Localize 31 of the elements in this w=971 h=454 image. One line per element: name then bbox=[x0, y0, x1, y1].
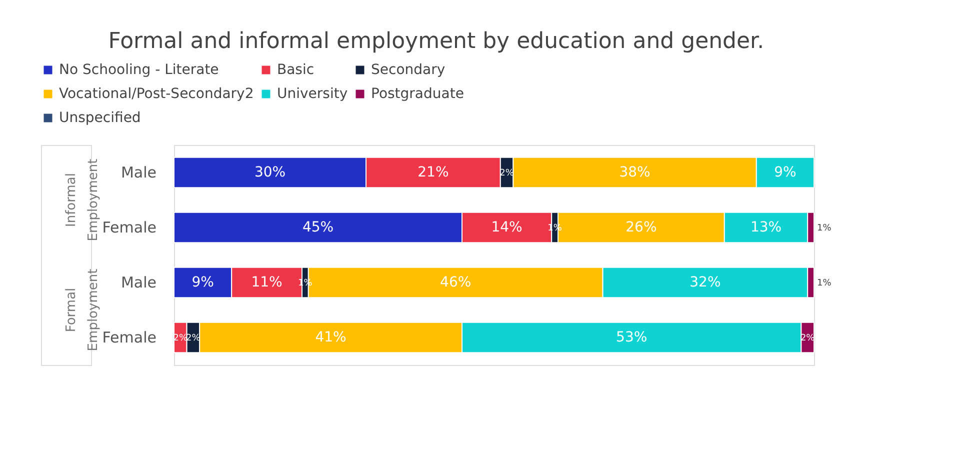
chart-title: Formal and informal employment by education and gender. bbox=[108, 29, 764, 54]
data-label: 41% bbox=[315, 330, 346, 346]
legend-label: University bbox=[277, 86, 348, 102]
text: Formal Employment bbox=[64, 268, 101, 352]
text: Informal Employment bbox=[64, 158, 101, 242]
legend-label: Unspecified bbox=[59, 110, 141, 126]
legend-label: No Schooling - Literate bbox=[59, 62, 219, 78]
legend-label: Vocational/Post-Secondary2 bbox=[59, 86, 254, 102]
data-label: 9% bbox=[192, 274, 214, 290]
data-label: 9% bbox=[774, 164, 796, 180]
data-label: 21% bbox=[418, 164, 449, 180]
data-label: 11% bbox=[251, 274, 282, 290]
y-tick-label: Male bbox=[120, 274, 156, 292]
data-label: 53% bbox=[616, 330, 648, 346]
data-label: 26% bbox=[626, 220, 657, 236]
legend-label: Basic bbox=[277, 62, 314, 78]
data-label: 45% bbox=[302, 220, 334, 236]
legend-label: Postgraduate bbox=[371, 86, 464, 102]
data-label: 32% bbox=[690, 274, 721, 290]
y-tick-label: Female bbox=[102, 218, 156, 236]
legend-label: Secondary bbox=[371, 62, 446, 78]
data-label: 13% bbox=[750, 220, 782, 236]
y-tick-label: Male bbox=[120, 164, 156, 182]
y-tick-label: Female bbox=[102, 328, 156, 346]
data-label: 38% bbox=[619, 164, 650, 180]
data-label: 46% bbox=[440, 274, 472, 290]
data-label: 1% bbox=[298, 278, 313, 288]
data-label: 14% bbox=[491, 220, 522, 236]
data-label: 1% bbox=[817, 278, 832, 288]
data-label: 30% bbox=[254, 164, 286, 180]
data-label: 1% bbox=[817, 224, 832, 234]
